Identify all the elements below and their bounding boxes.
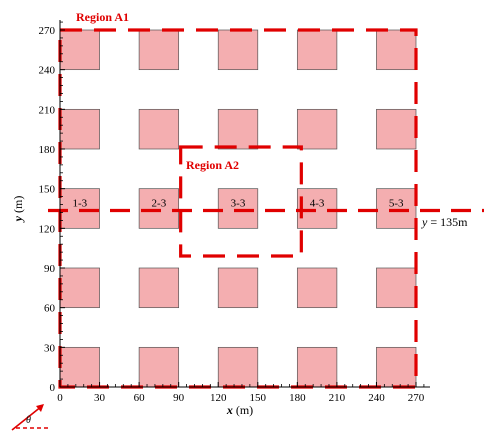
reference-line-value: = 135m: [427, 215, 468, 229]
block-label: 3-3: [231, 198, 246, 210]
x-axis-title: x (m): [226, 403, 253, 417]
y-tick-label: 210: [39, 104, 56, 116]
building-block: [296, 29, 338, 71]
x-tick-label: 30: [94, 392, 106, 404]
building-block: [217, 29, 259, 71]
y-tick-label: 0: [50, 382, 56, 394]
x-tick-label: 90: [173, 392, 185, 404]
building-block: [217, 108, 259, 150]
block-label: 2-3: [152, 198, 167, 210]
building-block: [138, 346, 180, 388]
y-tick-label: 90: [44, 263, 56, 275]
building-block: [376, 267, 417, 309]
y-tick-label: 240: [39, 65, 56, 77]
y-tick-label: 150: [39, 184, 56, 196]
regions: [48, 28, 484, 389]
region-a1-label: Region A1: [76, 10, 129, 24]
block-label: 1-3: [72, 198, 87, 210]
building-block: [59, 29, 100, 71]
building-block: [59, 346, 100, 388]
building-block: [59, 188, 100, 229]
y-axis-var: y: [11, 215, 25, 223]
building-block: [376, 29, 417, 71]
building-block: [138, 188, 180, 229]
building-block: [138, 108, 180, 150]
x-tick-label: 60: [134, 392, 146, 404]
x-tick-label: 210: [329, 392, 346, 404]
reference-line-var: y: [421, 215, 428, 229]
x-tick-label: 120: [210, 392, 227, 404]
building-block: [59, 108, 100, 150]
building-block: [217, 188, 259, 229]
x-tick-label: 240: [368, 392, 385, 404]
y-axis-unit: (m): [11, 196, 25, 216]
wind-direction-arrow: [11, 405, 43, 431]
building-block: [296, 346, 338, 388]
reference-line-label: y = 135m: [421, 215, 468, 229]
x-tick-label: 0: [57, 392, 63, 404]
theta-label: θ: [26, 415, 31, 426]
y-tick-label: 60: [44, 303, 56, 315]
building-block: [296, 188, 338, 229]
building-block: [296, 108, 338, 150]
x-tick-label: 270: [408, 392, 425, 404]
building-block: [217, 267, 259, 309]
building-block: [376, 188, 417, 229]
y-tick-label: 270: [39, 25, 56, 37]
building-block: [138, 267, 180, 309]
labels: 1-3 2-3 3-3 4-3 5-3 Region A1 Region A2 y = 135…: [11, 10, 468, 431]
wind-direction-arrowhead: [36, 404, 44, 412]
y-axis-title: y (m): [11, 196, 25, 224]
region-a2-label: Region A2: [186, 158, 239, 172]
building-block: [376, 346, 417, 388]
x-axis-unit: (m): [233, 403, 253, 417]
building-block: [217, 346, 259, 388]
x-tick-label: 150: [250, 392, 267, 404]
y-tick-label: 30: [44, 342, 56, 354]
building-block: [296, 267, 338, 309]
building-block: [376, 108, 417, 150]
x-tick-label: 180: [289, 392, 306, 404]
y-tick-label: 180: [39, 144, 56, 156]
building-blocks: [59, 29, 417, 388]
x-axis-var: x: [226, 403, 233, 417]
building-block: [59, 267, 100, 309]
block-label: 4-3: [310, 198, 325, 210]
y-tick-label: 120: [39, 223, 56, 235]
axes: 0 30 60 90 120 150 180 210 240 270 0 30 60 90 120 150 18…: [11, 20, 430, 417]
region-a2-boundary: [179, 145, 303, 258]
block-label: 5-3: [389, 198, 404, 210]
building-block: [138, 29, 180, 71]
